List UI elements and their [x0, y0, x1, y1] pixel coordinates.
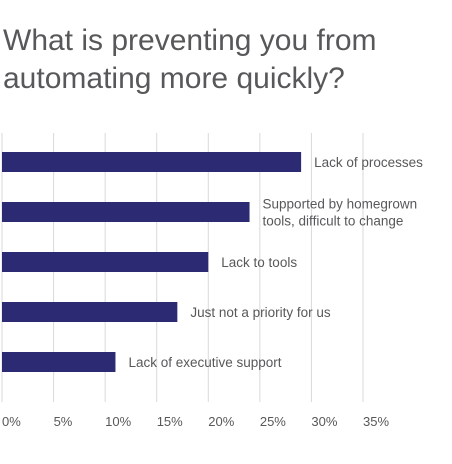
x-tick-label: 30%	[311, 414, 337, 429]
x-tick-label: 25%	[260, 414, 286, 429]
bar-label: tools, difficult to change	[263, 214, 404, 229]
x-tick-label: 5%	[54, 414, 73, 429]
x-tick-label: 15%	[157, 414, 183, 429]
bar	[2, 302, 178, 322]
bar-label: Lack to tools	[221, 255, 297, 270]
bar-label: Lack of executive support	[128, 355, 281, 370]
bar	[2, 202, 250, 222]
x-tick-label: 35%	[363, 414, 389, 429]
x-tick-label: 0%	[2, 414, 21, 429]
bar	[2, 252, 209, 272]
x-tick-label: 10%	[105, 414, 131, 429]
bar	[2, 152, 302, 172]
chart-title: What is preventing you from automating m…	[3, 24, 377, 95]
bar-label: Lack of processes	[314, 155, 423, 170]
bar-label: Just not a priority for us	[190, 305, 331, 320]
bar-label: Supported by homegrown	[263, 197, 418, 212]
bar	[2, 352, 116, 372]
x-tick-label: 20%	[208, 414, 234, 429]
